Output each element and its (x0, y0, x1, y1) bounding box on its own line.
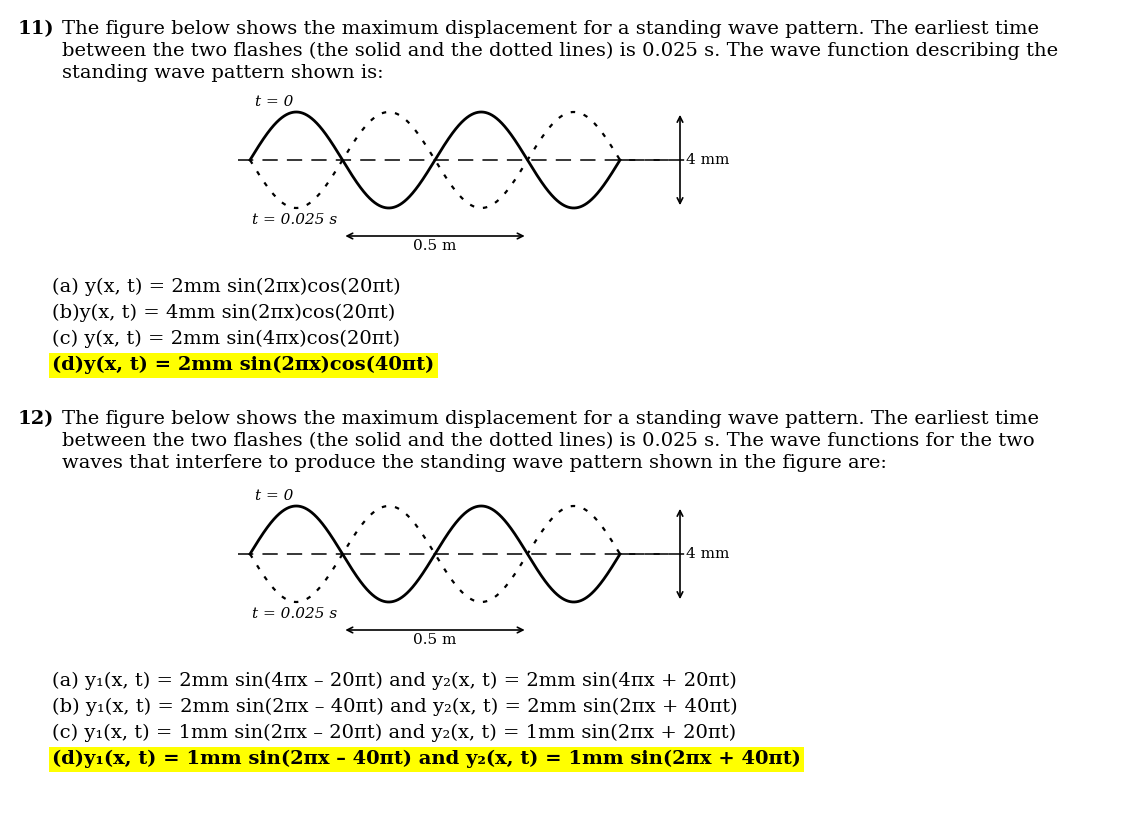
Text: between the two flashes (the solid and the dotted lines) is 0.025 s. The wave fu: between the two flashes (the solid and t… (62, 432, 1035, 450)
Text: 0.5 m: 0.5 m (413, 633, 457, 647)
Text: (c) y₁(x, t) = 1mm sin(2πx – 20πt) and y₂(x, t) = 1mm sin(2πx + 20πt): (c) y₁(x, t) = 1mm sin(2πx – 20πt) and y… (52, 724, 736, 743)
Text: 0.5 m: 0.5 m (413, 239, 457, 253)
Text: waves that interfere to produce the standing wave pattern shown in the figure ar: waves that interfere to produce the stan… (62, 454, 887, 472)
Text: t = 0: t = 0 (255, 95, 294, 109)
Text: 11): 11) (18, 20, 55, 38)
Text: standing wave pattern shown is:: standing wave pattern shown is: (62, 64, 383, 82)
Text: t = 0: t = 0 (255, 489, 294, 503)
Text: The figure below shows the maximum displacement for a standing wave pattern. The: The figure below shows the maximum displ… (62, 410, 1039, 428)
Text: 4 mm: 4 mm (686, 547, 729, 561)
Text: (d)y(x, t) = 2mm sin(2πx)cos(40πt): (d)y(x, t) = 2mm sin(2πx)cos(40πt) (52, 356, 435, 375)
Text: 12): 12) (18, 410, 54, 428)
Text: (a) y(x, t) = 2mm sin(2πx)cos(20πt): (a) y(x, t) = 2mm sin(2πx)cos(20πt) (52, 278, 400, 297)
Text: (b) y₁(x, t) = 2mm sin(2πx – 40πt) and y₂(x, t) = 2mm sin(2πx + 40πt): (b) y₁(x, t) = 2mm sin(2πx – 40πt) and y… (52, 698, 738, 717)
Text: (c) y(x, t) = 2mm sin(4πx)cos(20πt): (c) y(x, t) = 2mm sin(4πx)cos(20πt) (52, 330, 400, 349)
Text: The figure below shows the maximum displacement for a standing wave pattern. The: The figure below shows the maximum displ… (62, 20, 1039, 38)
Text: between the two flashes (the solid and the dotted lines) is 0.025 s. The wave fu: between the two flashes (the solid and t… (62, 42, 1059, 60)
Text: t = 0.025 s: t = 0.025 s (252, 213, 337, 227)
Text: t = 0.025 s: t = 0.025 s (252, 607, 337, 621)
Text: 4 mm: 4 mm (686, 153, 729, 167)
Text: (a) y₁(x, t) = 2mm sin(4πx – 20πt) and y₂(x, t) = 2mm sin(4πx + 20πt): (a) y₁(x, t) = 2mm sin(4πx – 20πt) and y… (52, 672, 736, 690)
Text: (b)y(x, t) = 4mm sin(2πx)cos(20πt): (b)y(x, t) = 4mm sin(2πx)cos(20πt) (52, 304, 396, 323)
Text: (d)y₁(x, t) = 1mm sin(2πx – 40πt) and y₂(x, t) = 1mm sin(2πx + 40πt): (d)y₁(x, t) = 1mm sin(2πx – 40πt) and y₂… (52, 750, 801, 769)
